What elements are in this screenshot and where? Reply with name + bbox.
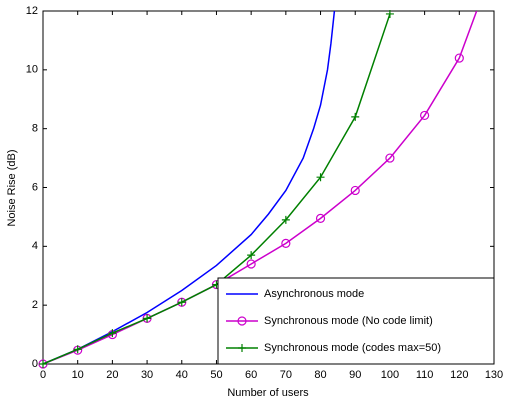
legend-label: Asynchronous mode — [264, 288, 364, 300]
series-line — [43, 11, 336, 364]
x-tick-label: 30 — [141, 369, 153, 381]
legend-label: Synchronous mode (No code limit) — [264, 315, 433, 327]
marker — [108, 329, 117, 338]
x-tick-label: 80 — [314, 369, 326, 381]
marker — [281, 215, 290, 224]
x-tick-label: 130 — [485, 369, 503, 381]
y-axis-label: Noise Rise (dB) — [6, 149, 18, 226]
y-tick-label: 4 — [32, 240, 38, 252]
marker — [350, 185, 360, 196]
marker — [420, 110, 430, 121]
x-tick-label: 0 — [40, 369, 46, 381]
y-tick-label: 6 — [32, 181, 38, 193]
marker — [237, 316, 247, 326]
marker — [281, 238, 291, 248]
marker — [177, 298, 186, 307]
marker — [316, 173, 325, 182]
marker — [385, 9, 394, 18]
legend-box — [217, 277, 495, 365]
marker — [39, 360, 47, 368]
y-tick-label: 0 — [32, 358, 38, 370]
x-tick-label: 20 — [106, 369, 118, 381]
marker — [454, 53, 464, 63]
marker — [315, 213, 326, 223]
x-tick-label: 90 — [349, 369, 361, 381]
x-tick-label: 70 — [280, 369, 292, 381]
y-tick-label: 12 — [26, 5, 38, 17]
marker — [351, 112, 360, 121]
marker — [73, 345, 82, 354]
x-tick-label: 50 — [210, 369, 222, 381]
x-tick-label: 40 — [176, 369, 188, 381]
y-tick-label: 10 — [26, 64, 38, 76]
marker — [247, 251, 256, 260]
series-line — [43, 11, 478, 364]
marker — [238, 344, 246, 352]
marker — [385, 153, 395, 163]
x-tick-label: 120 — [450, 369, 468, 381]
marker — [143, 314, 152, 323]
x-tick-label: 110 — [416, 369, 434, 381]
x-tick-label: 10 — [72, 369, 84, 381]
x-tick-label: 100 — [381, 369, 399, 381]
y-tick-label: 8 — [32, 123, 38, 135]
y-tick-label: 2 — [32, 299, 38, 311]
marker — [246, 259, 256, 269]
x-axis-label: Number of users — [227, 387, 309, 399]
legend-label: Synchronous mode (codes max=50) — [264, 342, 441, 354]
x-tick-label: 60 — [245, 369, 257, 381]
